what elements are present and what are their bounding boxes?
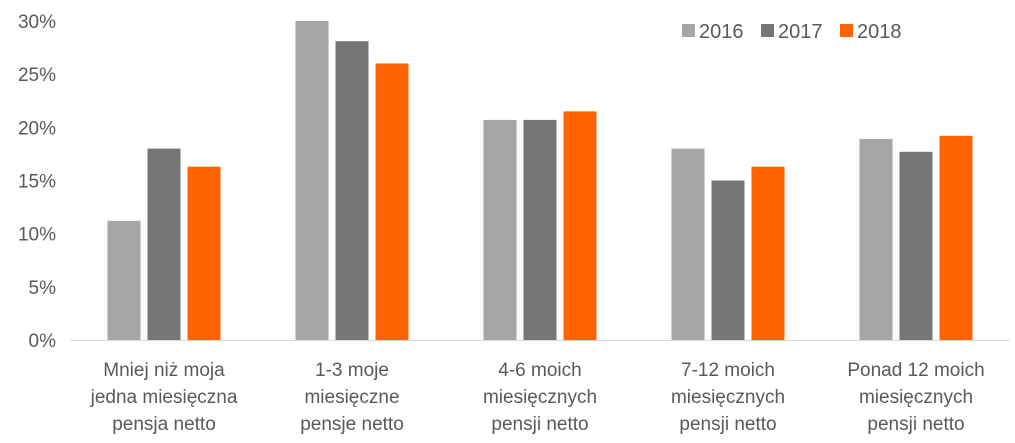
y-tick-label: 5% [29,278,57,299]
y-tick-label: 20% [18,118,56,139]
y-tick-label: 15% [18,172,56,193]
y-tick-label: 30% [18,12,56,33]
category-label-line: pensji netto [679,414,776,435]
category-label-line: 4-6 moich [498,360,581,381]
bars [107,21,973,341]
category-label-line: 1-3 moje [315,360,389,381]
bar-2018-cat-1 [187,166,221,340]
legend-label: 2018 [857,21,902,43]
category-label-line: Mniej niż moja [103,360,225,381]
bar-2017-cat-1 [147,148,181,340]
bar-2017-cat-4 [711,180,745,340]
legend-swatch [761,24,774,37]
category-label-line: Ponad 12 moich [847,360,984,381]
category-label: 7-12 moich miesięcznych pensji netto [671,360,785,435]
legend-label: 2017 [778,21,823,43]
bar-2016-cat-5 [859,139,893,340]
legend-item-2016: 2016 [682,21,744,43]
bar-2016-cat-1 [107,220,141,340]
bar-2018-cat-2 [375,63,409,340]
bar-2016-cat-4 [671,148,705,340]
bar-2018-cat-4 [751,166,785,340]
category-label-line: pensja netto [112,414,216,435]
bar-2017-cat-2 [335,41,369,340]
legend: 2016 2017 2018 [682,21,902,43]
category-label-line: miesięcznych [671,387,785,408]
category-label: 4-6 moich miesięcznych pensji netto [483,360,597,435]
category-label: Ponad 12 moich miesięcznych pensji netto [847,360,984,435]
y-axis-ticks: 0% 5% 10% 15% 20% 25% 30% [18,12,56,352]
category-label: 1-3 moje miesięczne pensje netto [300,360,404,435]
legend-swatch [840,24,853,37]
bar-2016-cat-3 [483,119,517,341]
y-tick-label: 0% [29,331,57,352]
category-label-line: pensje netto [300,414,404,435]
category-labels: Mniej niż moja jedna miesięczna pensja net… [90,360,985,435]
category-label-line: pensji netto [867,414,964,435]
legend-label: 2016 [699,21,744,43]
category-label-line: 7-12 moich [681,360,775,381]
category-label-line: miesięcznych [483,387,597,408]
y-tick-label: 25% [18,65,56,86]
bar-2018-cat-5 [939,135,973,340]
y-tick-label: 10% [18,225,56,246]
legend-swatch [682,24,695,37]
category-label-line: pensji netto [491,414,588,435]
legend-item-2018: 2018 [840,21,902,43]
bar-2017-cat-5 [899,151,933,340]
legend-item-2017: 2017 [761,21,823,43]
category-label-line: jedna miesięczna [90,387,238,408]
bar-2018-cat-3 [563,111,597,341]
bar-2017-cat-3 [523,119,557,341]
category-label-line: miesięcznych [859,387,973,408]
category-label-line: miesięczne [304,387,399,408]
bar-2016-cat-2 [295,21,329,340]
category-label: Mniej niż moja jedna miesięczna pensja net… [90,360,238,435]
